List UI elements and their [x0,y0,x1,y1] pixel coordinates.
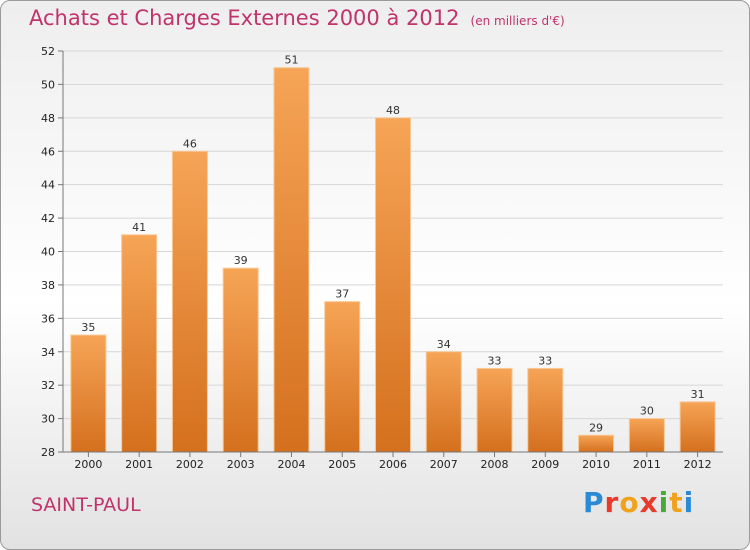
bar-value-label: 33 [538,354,552,367]
y-tick-label: 32 [41,379,55,392]
logo-letter: r [604,486,620,519]
bar [375,117,411,453]
y-tick-label: 50 [41,78,55,91]
x-tick-label: 2000 [74,458,102,471]
bar-value-label: 29 [589,421,603,434]
x-tick-label: 2004 [277,458,305,471]
y-tick-label: 30 [41,413,55,426]
bar [324,301,361,453]
y-tick-label: 48 [41,112,55,125]
y-tick-label: 40 [41,246,55,259]
bar [425,351,462,453]
bar-value-label: 37 [335,288,349,301]
bar-value-label: 34 [437,338,451,351]
bar-value-label: 31 [691,388,705,401]
title-unit: (en milliers d'€) [470,14,565,28]
title-main: Achats et Charges Externes 2000 à 2012 [29,6,460,30]
region-name: SAINT-PAUL [31,494,141,516]
bar-value-label: 46 [183,137,197,150]
y-tick-label: 34 [41,346,55,359]
x-tick-label: 2012 [684,458,712,471]
bar [222,267,259,453]
bar [476,367,513,453]
y-tick-label: 38 [41,279,55,292]
x-tick-label: 2011 [633,458,661,471]
bar [121,234,158,453]
bar [578,434,615,453]
bar-value-label: 41 [132,221,146,234]
y-tick-label: 46 [41,145,55,158]
bar-value-label: 51 [284,54,298,67]
y-tick-label: 28 [41,446,55,459]
x-tick-label: 2005 [328,458,356,471]
bar [628,418,665,453]
logo-letter: P [583,486,605,519]
bar-value-label: 30 [640,405,654,418]
x-tick-label: 2009 [531,458,559,471]
x-tick-label: 2008 [481,458,509,471]
x-tick-label: 2003 [227,458,255,471]
proxiti-logo: Proxiti [583,486,694,519]
x-tick-label: 2006 [379,458,407,471]
bar [171,150,208,453]
logo-letter: o [619,486,640,519]
bar-value-label: 39 [234,254,248,267]
y-tick-label: 42 [41,212,55,225]
bar-value-label: 33 [488,354,502,367]
chart-title: Achats et Charges Externes 2000 à 2012 (… [29,6,565,30]
bar [527,367,564,453]
bar-value-label: 48 [386,104,400,117]
bar [70,334,107,453]
logo-letter: i [658,486,670,519]
bar [679,401,716,453]
y-tick-label: 44 [41,179,55,192]
x-tick-label: 2007 [430,458,458,471]
x-tick-label: 2001 [125,458,153,471]
y-tick-label: 36 [41,312,55,325]
bar [273,67,310,453]
logo-letter: i [683,486,695,519]
bar-value-label: 35 [81,321,95,334]
x-tick-label: 2010 [582,458,610,471]
logo-letter: t [669,486,684,519]
logo-letter: x [639,486,659,519]
x-tick-label: 2002 [176,458,204,471]
y-tick-label: 52 [41,45,55,58]
